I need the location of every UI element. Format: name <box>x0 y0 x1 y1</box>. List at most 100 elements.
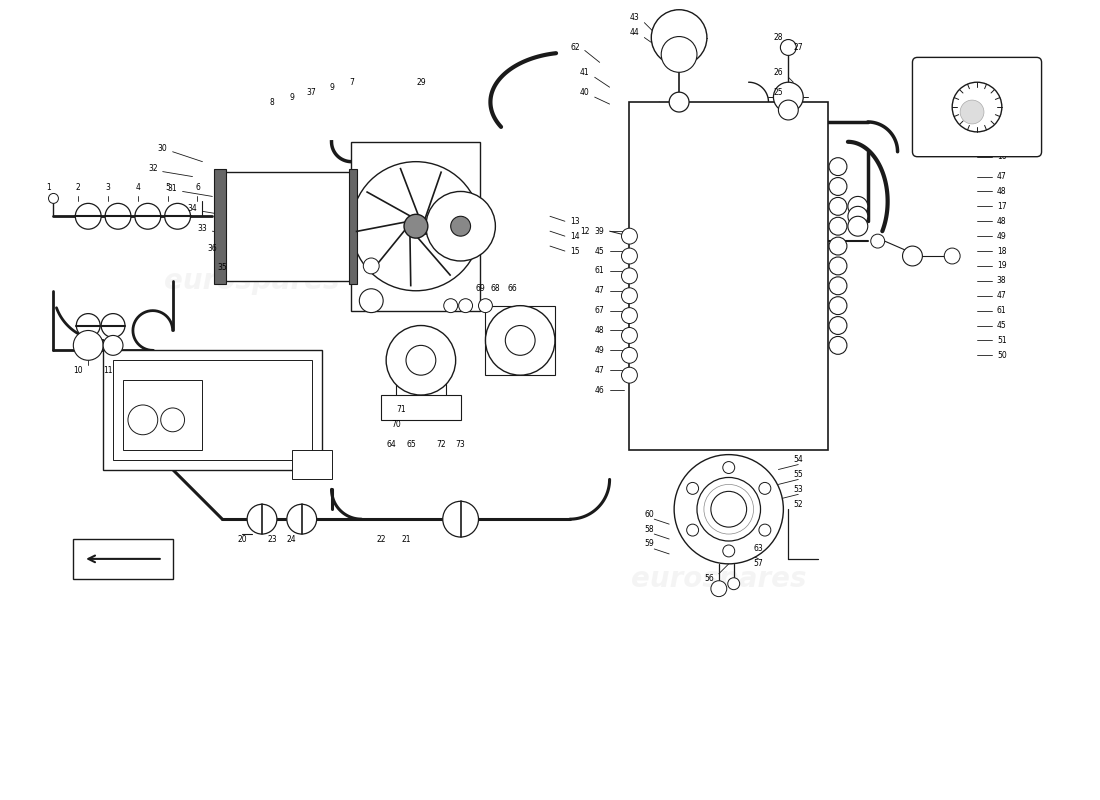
Circle shape <box>135 203 161 229</box>
Text: 66: 66 <box>507 284 517 294</box>
Text: 47: 47 <box>595 366 605 374</box>
Text: 59: 59 <box>645 539 654 549</box>
Circle shape <box>128 405 157 434</box>
Circle shape <box>621 268 637 284</box>
Text: 21: 21 <box>402 534 410 543</box>
Circle shape <box>360 289 383 313</box>
Circle shape <box>443 298 458 313</box>
Text: 63: 63 <box>754 545 763 554</box>
Text: 4: 4 <box>135 183 141 192</box>
Text: 51: 51 <box>997 336 1006 345</box>
Text: 45: 45 <box>595 246 605 255</box>
Circle shape <box>451 216 471 236</box>
Circle shape <box>386 326 455 395</box>
Text: 12: 12 <box>580 226 590 236</box>
Text: 18: 18 <box>997 246 1006 255</box>
Text: 67: 67 <box>595 306 605 315</box>
Text: 38: 38 <box>997 276 1006 286</box>
Circle shape <box>74 330 103 360</box>
Circle shape <box>829 297 847 314</box>
Circle shape <box>944 248 960 264</box>
Circle shape <box>651 10 707 66</box>
Text: 9: 9 <box>289 93 294 102</box>
Text: 46: 46 <box>595 386 605 394</box>
Circle shape <box>728 578 739 590</box>
Bar <box>350 169 358 284</box>
Text: 45: 45 <box>997 321 1006 330</box>
Text: 37: 37 <box>307 88 317 97</box>
Text: 69: 69 <box>475 284 485 294</box>
Bar <box>382 395 461 420</box>
Circle shape <box>621 347 637 363</box>
Circle shape <box>759 524 771 536</box>
Circle shape <box>621 228 637 244</box>
Circle shape <box>106 203 131 229</box>
Circle shape <box>621 248 637 264</box>
Circle shape <box>711 491 747 527</box>
Text: 40: 40 <box>580 88 590 97</box>
Text: 19: 19 <box>997 262 1006 270</box>
Text: 17: 17 <box>997 202 1006 211</box>
Text: 39: 39 <box>595 226 605 236</box>
Text: 41: 41 <box>580 68 590 77</box>
Bar <box>113 360 311 459</box>
Circle shape <box>248 504 277 534</box>
Text: 31: 31 <box>168 184 177 193</box>
Text: 61: 61 <box>997 306 1006 315</box>
Text: eurospares: eurospares <box>164 267 340 295</box>
Text: 36: 36 <box>208 243 217 253</box>
Circle shape <box>686 482 698 494</box>
Bar <box>351 142 481 310</box>
Circle shape <box>505 326 535 355</box>
Text: 10: 10 <box>74 366 84 374</box>
Text: 44: 44 <box>629 28 639 37</box>
Text: 57: 57 <box>754 559 763 568</box>
Text: 54: 54 <box>793 455 803 464</box>
Text: 52: 52 <box>793 500 803 509</box>
Text: 20: 20 <box>238 534 248 543</box>
Circle shape <box>287 504 317 534</box>
Bar <box>123 380 202 450</box>
Text: 43: 43 <box>629 13 639 22</box>
Circle shape <box>478 298 493 313</box>
Text: eurospares: eurospares <box>631 565 806 593</box>
Circle shape <box>723 462 735 474</box>
Circle shape <box>669 92 689 112</box>
Text: 23: 23 <box>267 534 277 543</box>
Text: 70: 70 <box>392 420 402 430</box>
Circle shape <box>406 346 436 375</box>
Circle shape <box>75 203 101 229</box>
Circle shape <box>165 203 190 229</box>
Circle shape <box>829 237 847 255</box>
Text: 47: 47 <box>997 291 1006 300</box>
FancyBboxPatch shape <box>913 58 1042 157</box>
Text: 25: 25 <box>773 88 783 97</box>
Bar <box>659 45 698 53</box>
Bar <box>485 306 556 375</box>
Circle shape <box>829 277 847 294</box>
Text: 26: 26 <box>773 68 783 77</box>
Circle shape <box>485 306 556 375</box>
Text: 2: 2 <box>76 183 80 192</box>
Bar <box>292 450 331 479</box>
Text: 56: 56 <box>704 574 714 583</box>
Text: 58: 58 <box>645 525 654 534</box>
Circle shape <box>848 216 868 236</box>
Text: 68: 68 <box>491 284 501 294</box>
Text: 8: 8 <box>270 98 274 106</box>
Circle shape <box>779 100 799 120</box>
Circle shape <box>697 478 760 541</box>
Text: 28: 28 <box>773 33 783 42</box>
Circle shape <box>848 206 868 226</box>
Circle shape <box>351 162 481 290</box>
Circle shape <box>848 197 868 216</box>
Circle shape <box>953 82 1002 132</box>
Circle shape <box>621 308 637 323</box>
Circle shape <box>621 288 637 304</box>
Text: 24: 24 <box>287 534 297 543</box>
Text: 73: 73 <box>455 440 465 449</box>
Text: 33: 33 <box>198 224 207 233</box>
Text: 53: 53 <box>793 485 803 494</box>
Text: 34: 34 <box>188 204 197 213</box>
Circle shape <box>829 337 847 354</box>
